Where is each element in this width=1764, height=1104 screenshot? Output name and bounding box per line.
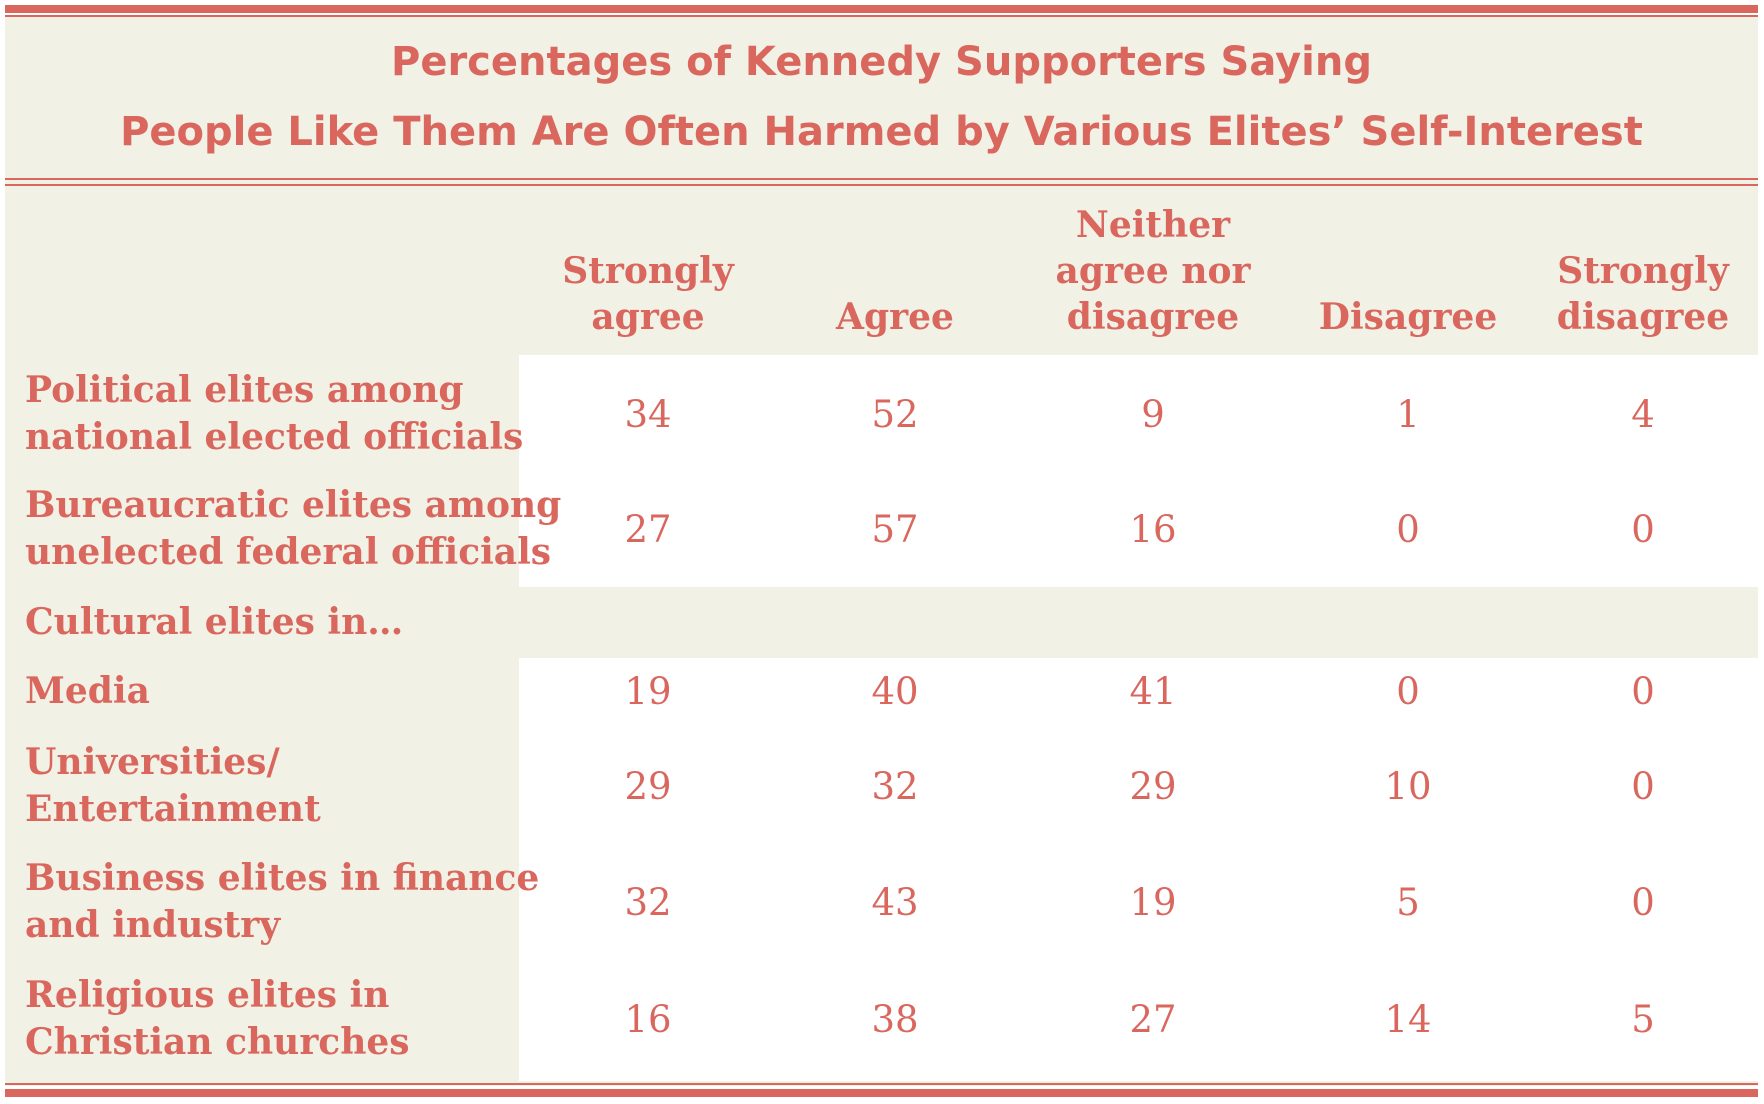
row-label-line: unelected federal officials bbox=[25, 531, 552, 573]
table-cell: 4 bbox=[1631, 392, 1655, 436]
table-cell: 29 bbox=[1129, 764, 1177, 808]
row-label-line: Media bbox=[25, 669, 150, 712]
table-title: Percentages of Kennedy Supporters Saying… bbox=[5, 15, 1758, 178]
row-label-line: and industry bbox=[25, 904, 281, 946]
table-cell: 41 bbox=[1129, 669, 1177, 713]
bottom-rule-thick bbox=[5, 1089, 1758, 1097]
title-rule-lower bbox=[5, 184, 1758, 186]
table-cell: 0 bbox=[1396, 669, 1420, 713]
table-cell: 32 bbox=[871, 764, 919, 808]
data-block-lower bbox=[519, 658, 1758, 1081]
row-label-line: Business elites in finance bbox=[25, 857, 540, 899]
column-header-line: disagree bbox=[1556, 296, 1730, 338]
row-label-line: national elected officials bbox=[25, 416, 524, 458]
table-cell: 52 bbox=[871, 392, 919, 436]
row-label: Religious elites in Christian churches bbox=[25, 961, 515, 1077]
column-header-line: Disagree bbox=[1318, 296, 1498, 338]
row-label-line: Entertainment bbox=[25, 788, 321, 830]
row-label-line: Cultural elites in… bbox=[25, 600, 404, 643]
table-cell: 0 bbox=[1631, 880, 1655, 924]
table-cell: 9 bbox=[1141, 392, 1165, 436]
title-line-1: Percentages of Kennedy Supporters Saying bbox=[391, 38, 1372, 85]
table-cell: 10 bbox=[1384, 764, 1432, 808]
table-cell: 57 bbox=[871, 507, 919, 551]
top-rule-thick bbox=[5, 5, 1758, 13]
row-label: Business elites in finance and industry bbox=[25, 844, 540, 960]
table-cell: 1 bbox=[1396, 392, 1420, 436]
title-rule-upper bbox=[5, 178, 1758, 180]
column-header-1: Strongly agree bbox=[533, 185, 763, 355]
row-label: Cultural elites in… bbox=[25, 587, 515, 657]
column-header-line: agree bbox=[591, 296, 705, 338]
column-header-line: Strongly bbox=[1557, 250, 1729, 292]
table-cell: 0 bbox=[1631, 764, 1655, 808]
table-cell: 16 bbox=[1129, 507, 1177, 551]
table-cell: 0 bbox=[1631, 507, 1655, 551]
column-header-line: Strongly bbox=[562, 250, 734, 292]
table-cell: 0 bbox=[1631, 669, 1655, 713]
table-cell: 5 bbox=[1396, 880, 1420, 924]
title-line-2: People Like Them Are Often Harmed by Var… bbox=[120, 108, 1643, 155]
row-label: Media bbox=[25, 656, 515, 726]
row-label-line: Universities/ bbox=[25, 741, 280, 783]
column-header-3: Neither agree nor disagree bbox=[1038, 185, 1268, 355]
table-cell: 40 bbox=[871, 669, 919, 713]
table-cell: 43 bbox=[871, 880, 919, 924]
row-label-line: Christian churches bbox=[25, 1021, 410, 1063]
row-label: Political elites among national elected o… bbox=[25, 356, 524, 472]
row-label-line: Political elites among bbox=[25, 369, 464, 411]
table-cell: 14 bbox=[1384, 997, 1432, 1041]
table-cell: 16 bbox=[624, 997, 672, 1041]
row-label-line: Bureaucratic elites among bbox=[25, 484, 562, 526]
row-label: Universities/Entertainment bbox=[25, 728, 515, 844]
table-cell: 32 bbox=[624, 880, 672, 924]
table-cell: 19 bbox=[624, 669, 672, 713]
data-block-upper bbox=[519, 355, 1758, 587]
top-rule-thin bbox=[5, 15, 1758, 17]
column-header-4: Disagree bbox=[1293, 185, 1523, 355]
table-cell: 27 bbox=[1129, 997, 1177, 1041]
table-cell: 19 bbox=[1129, 880, 1177, 924]
column-header-2: Agree bbox=[805, 185, 985, 355]
column-header-5: Strongly disagree bbox=[1538, 185, 1748, 355]
column-header-line: Agree bbox=[836, 296, 954, 338]
table-cell: 29 bbox=[624, 764, 672, 808]
row-label-line: Religious elites in bbox=[25, 974, 390, 1016]
table-cell: 38 bbox=[871, 997, 919, 1041]
table-cell: 27 bbox=[624, 507, 672, 551]
bottom-rule-thin bbox=[5, 1083, 1758, 1085]
row-label: Bureaucratic elites among unelected feder… bbox=[25, 471, 562, 587]
table-cell: 34 bbox=[624, 392, 672, 436]
table-cell: 5 bbox=[1631, 997, 1655, 1041]
column-header-line: disagree bbox=[1066, 296, 1240, 338]
column-header-line: Neither bbox=[1075, 204, 1231, 246]
column-header-line: agree nor bbox=[1055, 250, 1251, 292]
table-cell: 0 bbox=[1396, 507, 1420, 551]
